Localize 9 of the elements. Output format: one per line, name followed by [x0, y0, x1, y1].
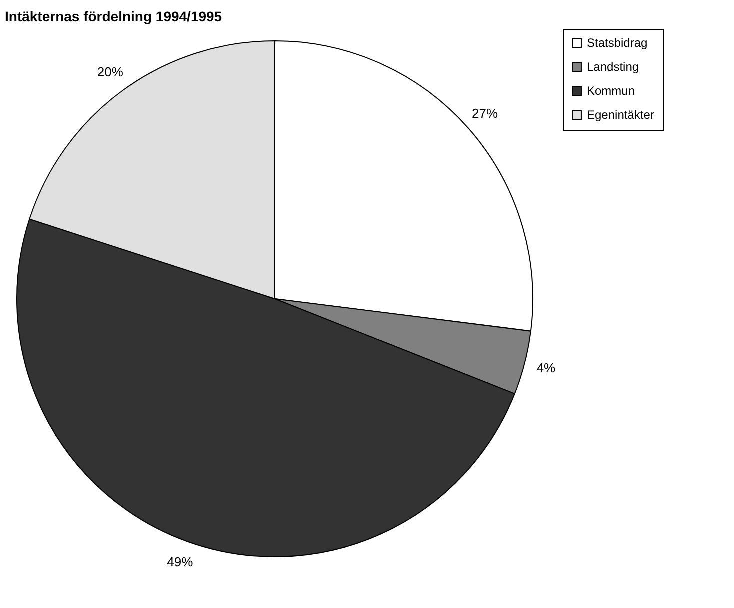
data-label: 4%: [536, 360, 556, 376]
legend-label: Statsbidrag: [587, 36, 648, 50]
legend-label: Kommun: [587, 84, 636, 98]
data-label: 27%: [472, 106, 498, 121]
data-label: 20%: [97, 64, 124, 80]
data-label: 49%: [167, 554, 194, 570]
chart-title: Intäkternas fördelning 1994/1995: [5, 8, 222, 24]
legend-label: Landsting: [587, 60, 640, 74]
legend-label: Egenintäkter: [587, 108, 654, 122]
